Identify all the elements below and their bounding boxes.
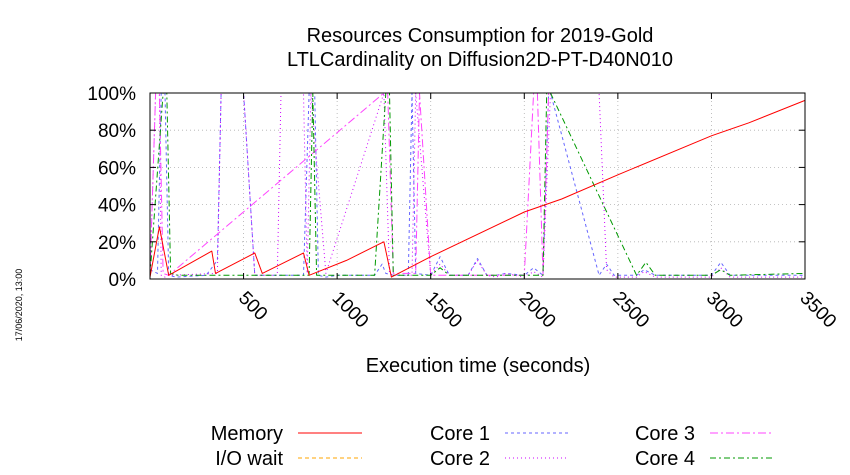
y-tick-label: 100% <box>87 84 136 105</box>
timestamp: 17/06/2020, 13:00 <box>14 269 24 342</box>
series-line-core-3 <box>149 92 805 276</box>
legend-item-core-4: Core 4 <box>635 448 774 470</box>
legend-label: Memory <box>211 423 283 445</box>
legend-item-core-1: Core 1 <box>430 423 569 445</box>
legend-item-core-2: Core 2 <box>430 448 569 470</box>
x-axis: 500 1000 1500 2000 2500 3000 3500 <box>234 93 840 332</box>
series-line-core-2 <box>149 92 805 278</box>
x-axis-label: Execution time (seconds) <box>366 355 591 377</box>
y-tick-label: 80% <box>98 121 136 142</box>
x-tick-label: 3000 <box>702 288 747 333</box>
legend-label: Core 4 <box>635 448 695 470</box>
chart-subtitle: LTLCardinality on Diffusion2D-PT-D40N010 <box>287 49 673 71</box>
y-tick-label: 20% <box>98 233 136 254</box>
series-line-core-1 <box>149 92 805 278</box>
series-layer <box>149 92 806 280</box>
series-line-memory <box>149 99 806 278</box>
legend-label: Core 3 <box>635 423 695 445</box>
series-line-core-4 <box>149 92 806 276</box>
legend-item-core-3: Core 3 <box>635 423 774 445</box>
x-tick-label: 3500 <box>795 288 840 333</box>
x-tick-label: 1500 <box>421 288 466 333</box>
x-tick-label: 500 <box>234 288 271 325</box>
grid <box>150 92 806 280</box>
legend: Memory I/O wait Core 1 Core 2 Core 3 Core 4 <box>211 423 774 470</box>
y-tick-label: 0% <box>109 270 137 291</box>
plot-frame <box>149 92 806 280</box>
x-tick-label: 2000 <box>515 288 560 333</box>
x-tick-label: 2500 <box>608 288 653 333</box>
y-tick-label: 40% <box>98 196 136 217</box>
chart-title: Resources Consumption for 2019-Gold <box>307 25 654 47</box>
y-axis: 0% 20% 40% 60% 80% 100% <box>87 84 805 291</box>
x-tick-label: 1000 <box>328 288 373 333</box>
legend-label: I/O wait <box>215 448 283 470</box>
legend-label: Core 1 <box>430 423 490 445</box>
legend-label: Core 2 <box>430 448 490 470</box>
legend-item-i-o-wait: I/O wait <box>215 448 362 470</box>
legend-item-memory: Memory <box>211 423 362 445</box>
y-tick-label: 60% <box>98 158 136 179</box>
